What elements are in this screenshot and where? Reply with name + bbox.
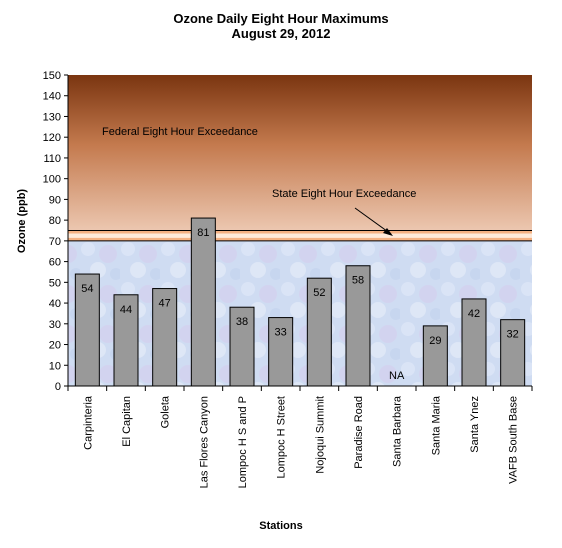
- data-label: 29: [429, 335, 441, 347]
- data-label: NA: [389, 370, 405, 382]
- bar: [190, 217, 216, 387]
- bar: [500, 319, 526, 387]
- bar: [461, 298, 487, 387]
- bar: [422, 325, 448, 387]
- y-tick-label: 90: [49, 194, 61, 206]
- x-tick-label: Las Flores Canyon: [198, 396, 210, 488]
- x-tick-label: Goleta: [160, 395, 172, 428]
- y-tick-label: 0: [55, 381, 61, 393]
- bar: [229, 306, 255, 387]
- y-tick-label: 30: [49, 319, 61, 331]
- chart-subtitle: August 29, 2012: [231, 26, 331, 41]
- x-tick-label: Nojoqui Summit: [314, 396, 326, 474]
- axes: 0 10 20 30 40 50 60 70 80 90 100 110 120 130 140 150: [43, 70, 533, 393]
- y-tick-label: 110: [43, 153, 61, 165]
- bars: [74, 217, 526, 387]
- y-tick-label: 140: [43, 91, 61, 103]
- chart-title: Ozone Daily Eight Hour Maximums: [173, 11, 389, 26]
- federal-threshold-label: Federal Eight Hour Exceedance: [102, 126, 258, 138]
- exceedance-region: [68, 75, 532, 231]
- y-tick-label: 120: [43, 132, 61, 144]
- y-tick-label: 10: [49, 360, 61, 372]
- state-threshold-arrowhead: [383, 228, 393, 236]
- y-tick-label: 100: [43, 174, 61, 186]
- y-tick-label: 20: [49, 340, 61, 352]
- labels: 54 Carpinteria 44 El Capitan 47 Goleta 81 Las F…: [81, 227, 519, 488]
- x-tick-label: Lompoc H Street: [276, 396, 288, 479]
- x-tick-label: Paradise Road: [353, 396, 365, 469]
- y-tick-label: 40: [49, 298, 61, 310]
- data-label: 81: [197, 227, 209, 239]
- y-tick-label: 80: [49, 215, 61, 227]
- data-label: 54: [81, 283, 93, 295]
- x-tick-label: Santa Maria: [430, 395, 442, 455]
- state-threshold-arrow: [354, 207, 392, 235]
- data-label: 47: [159, 298, 171, 310]
- bar: [345, 265, 371, 387]
- x-tick-label: Santa Barbara: [392, 395, 404, 467]
- bar: [74, 273, 100, 387]
- data-label: 58: [352, 275, 364, 287]
- data-label: 42: [468, 308, 480, 320]
- threshold-band: [68, 230, 532, 241]
- data-label: 38: [236, 316, 248, 328]
- data-label: 32: [507, 329, 519, 341]
- y-axis-label: Ozone (ppb): [16, 189, 28, 253]
- background-bands: [68, 75, 532, 386]
- y-tick-label: 60: [49, 257, 61, 269]
- data-label: 52: [313, 287, 325, 299]
- below-state-region: [68, 240, 532, 386]
- y-tick-label: 50: [49, 277, 61, 289]
- y-tick-label: 130: [43, 111, 61, 123]
- x-tick-label: Lompoc H S and P: [237, 396, 249, 488]
- data-label: 33: [275, 327, 287, 339]
- y-tick-label: 150: [43, 70, 61, 82]
- bar: [113, 294, 139, 387]
- state-threshold-label: State Eight Hour Exceedance: [272, 188, 416, 200]
- bar: [152, 288, 178, 387]
- data-label: 44: [120, 304, 132, 316]
- x-tick-label: VAFB South Base: [508, 396, 520, 484]
- bar: [268, 317, 294, 387]
- x-tick-label: Santa Ynez: [469, 396, 481, 453]
- x-axis-label: Stations: [259, 520, 303, 532]
- x-tick-label: Carpinteria: [82, 395, 94, 450]
- bar: [306, 277, 332, 387]
- y-tick-label: 70: [49, 236, 61, 248]
- x-tick-label: El Capitan: [121, 396, 133, 447]
